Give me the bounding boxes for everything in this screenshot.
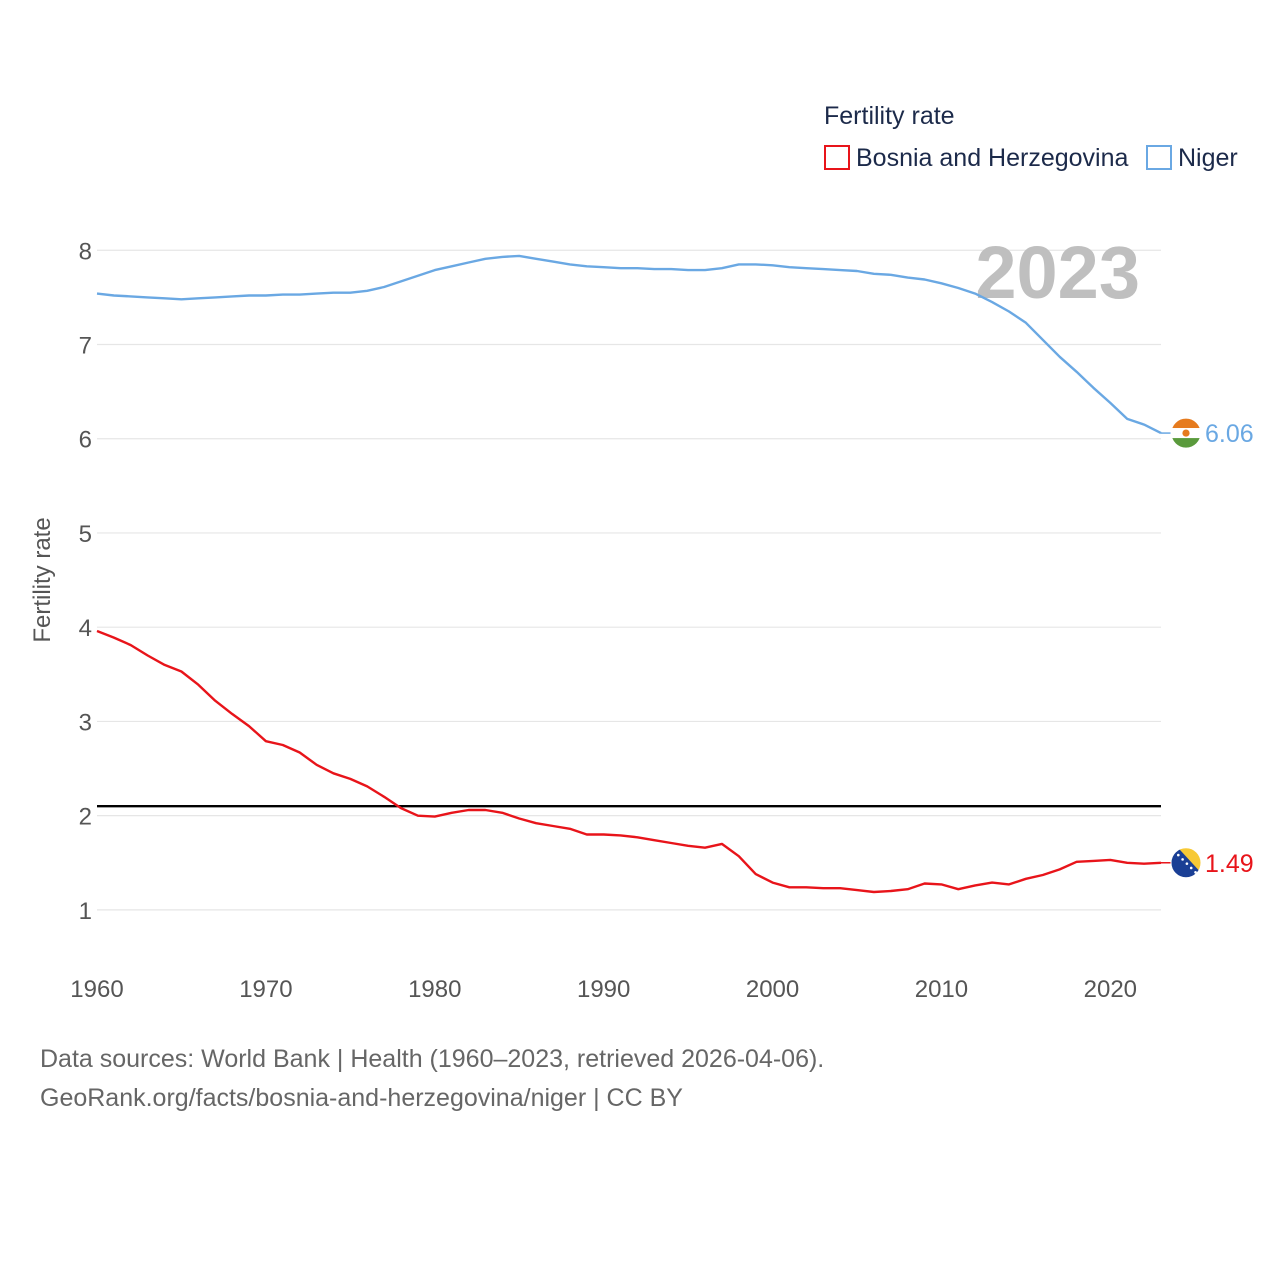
legend-item-niger[interactable]: Niger [1146, 144, 1238, 172]
end-value-label-niger: 6.06 [1205, 420, 1254, 448]
y-tick-label-5: 5 [79, 521, 92, 548]
y-axis-title: Fertility rate [29, 517, 56, 642]
current-year-label: 2023 [975, 231, 1140, 314]
source-line-2[interactable]: GeoRank.org/facts/bosnia-and-herzegovina… [40, 1084, 683, 1112]
end-value-label-bosnia-and-herzegovina: 1.49 [1205, 850, 1254, 878]
source-line-1: Data sources: World Bank | Health (1960–… [40, 1045, 825, 1073]
legend-swatch-bosnia [824, 145, 850, 170]
x-tick-label-1970: 1970 [239, 976, 292, 1003]
y-tick-label-2: 2 [79, 804, 92, 831]
end-marker-bosnia-and-herzegovina: 1.49 [1161, 847, 1254, 879]
end-markers: 1.49 6.06 [1161, 417, 1254, 879]
x-tick-label-1990: 1990 [577, 976, 630, 1003]
series-lines [96, 254, 1162, 894]
y-tick-label-6: 6 [79, 427, 92, 454]
x-tick-label-2020: 2020 [1084, 976, 1137, 1003]
x-tick-label-1980: 1980 [408, 976, 461, 1003]
x-axis-ticks: 1960 1970 1980 1990 2000 2010 2020 [70, 976, 1137, 1003]
x-tick-label-2010: 2010 [915, 976, 968, 1003]
x-tick-label-2000: 2000 [746, 976, 799, 1003]
y-axis-ticks: 1 2 3 4 5 6 7 8 [79, 238, 92, 925]
legend-label-bosnia: Bosnia and Herzegovina [856, 144, 1128, 172]
legend-swatch-niger [1146, 145, 1172, 170]
gridlines [97, 249, 1161, 911]
niger-flag-icon [1170, 417, 1202, 449]
x-tick-label-1960: 1960 [70, 976, 123, 1003]
legend-item-bosnia[interactable]: Bosnia and Herzegovina [824, 144, 1128, 172]
legend-title: Fertility rate [824, 102, 955, 130]
y-tick-label-7: 7 [79, 333, 92, 360]
y-tick-label-3: 3 [79, 709, 92, 736]
series-line-bosnia-and-herzegovina[interactable] [96, 629, 1162, 894]
end-marker-niger: 6.06 [1161, 417, 1254, 449]
series-line-niger[interactable] [96, 254, 1162, 435]
y-tick-label-8: 8 [79, 238, 92, 265]
legend: Fertility rate Bosnia and Herzegovina Ni… [824, 102, 1238, 172]
y-tick-label-1: 1 [79, 898, 92, 925]
legend-label-niger: Niger [1178, 144, 1238, 172]
bosnia-flag-icon [1170, 847, 1202, 879]
y-tick-label-4: 4 [79, 615, 92, 642]
